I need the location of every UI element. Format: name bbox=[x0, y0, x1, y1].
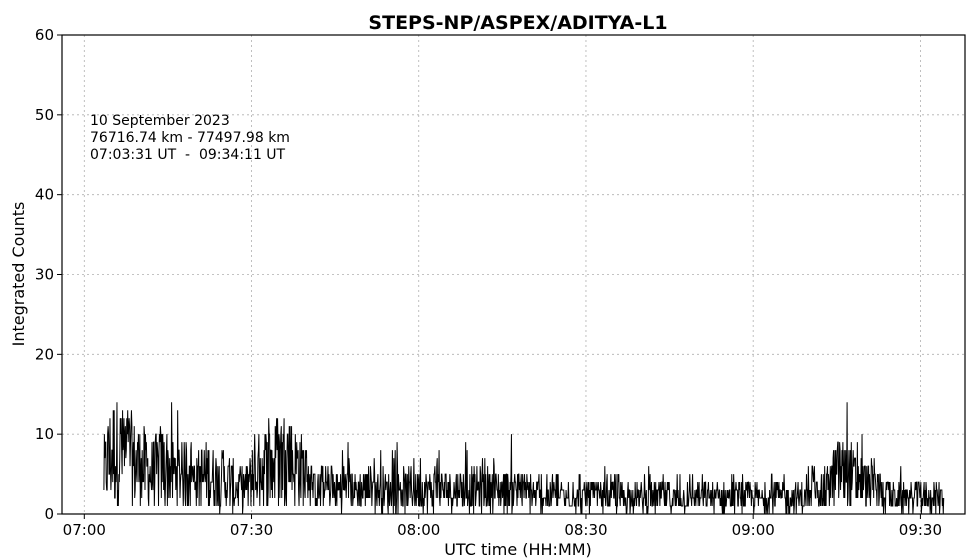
annotation-box: 10 September 2023 76716.74 km - 77497.98… bbox=[90, 113, 290, 163]
y-tick-label: 0 bbox=[44, 505, 54, 523]
grid-lines bbox=[62, 35, 965, 514]
x-axis-ticks: 07:00 07:30 08:00 08:30 09:00 09:30 bbox=[63, 514, 942, 539]
x-axis-label: UTC time (HH:MM) bbox=[444, 540, 592, 558]
annotation-time-range: 07:03:31 UT - 09:34:11 UT bbox=[90, 147, 286, 163]
y-axis-label: Integrated Counts bbox=[9, 202, 28, 347]
y-tick-label: 60 bbox=[35, 26, 54, 44]
y-tick-label: 10 bbox=[35, 425, 54, 443]
y-tick-label: 20 bbox=[35, 345, 54, 363]
x-tick-label: 08:30 bbox=[564, 521, 607, 539]
x-tick-label: 09:00 bbox=[732, 521, 775, 539]
annotation-distance: 76716.74 km - 77497.98 km bbox=[90, 130, 290, 146]
series-line bbox=[103, 402, 945, 515]
annotation-date: 10 September 2023 bbox=[90, 113, 230, 129]
y-axis-ticks: 0 10 20 30 40 50 60 bbox=[35, 26, 62, 523]
x-tick-label: 07:00 bbox=[63, 521, 106, 539]
plot-area bbox=[103, 402, 945, 515]
y-tick-label: 30 bbox=[35, 266, 54, 284]
y-tick-label: 50 bbox=[35, 106, 54, 124]
x-tick-label: 09:30 bbox=[899, 521, 942, 539]
x-tick-label: 08:00 bbox=[397, 521, 440, 539]
x-tick-label: 07:30 bbox=[230, 521, 273, 539]
y-tick-label: 40 bbox=[35, 186, 54, 204]
chart-title: STEPS-NP/ASPEX/ADITYA-L1 bbox=[368, 12, 667, 34]
